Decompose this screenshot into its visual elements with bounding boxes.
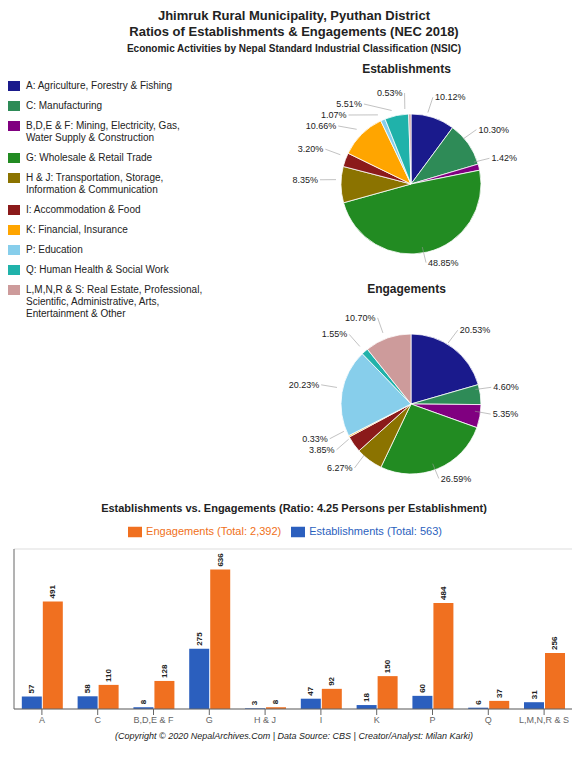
svg-text:48.85%: 48.85% (428, 258, 459, 268)
html-text:C: Manufacturing: C: Manufacturing (26, 100, 103, 111)
html-text:(Copyright © 2020 NepalArchive: (Copyright © 2020 NepalArchives.Com | Da… (115, 731, 473, 741)
svg-text:0.53%: 0.53% (377, 88, 403, 98)
html-text:A: Agriculture, Forestry & Fis: A: Agriculture, Forestry & Fishing (26, 80, 173, 91)
html-text:Establishments (Total: 563): Establishments (Total: 563) (309, 525, 442, 537)
svg-text:20.23%: 20.23% (289, 380, 320, 390)
html-text:Jhimruk Rural Municipality, Py: Jhimruk Rural Municipality, Pyuthan Dist… (129, 8, 459, 39)
svg-text:6: 6 (474, 700, 483, 705)
svg-text:58: 58 (83, 684, 92, 693)
svg-text:1.55%: 1.55% (322, 329, 348, 339)
svg-text:10.30%: 10.30% (478, 125, 509, 135)
svg-text:0.33%: 0.33% (302, 434, 328, 444)
svg-text:A: A (39, 715, 45, 725)
html-text:K: Financial, Insurance: K: Financial, Insurance (26, 224, 128, 235)
svg-text:128: 128 (160, 664, 169, 678)
svg-text:20.53%: 20.53% (460, 325, 491, 335)
svg-text:4.60%: 4.60% (493, 382, 519, 392)
html-text:P: Education: P: Education (26, 244, 83, 255)
svg-text:10.12%: 10.12% (435, 92, 466, 102)
svg-text:110: 110 (104, 668, 113, 681)
svg-text:K: K (374, 715, 380, 725)
svg-text:26.59%: 26.59% (441, 474, 472, 484)
svg-text:Q: Q (485, 715, 492, 725)
html-text:L,M,N,R & S: Real Estate, Prof: L,M,N,R & S: Real Estate, Professional, … (26, 284, 203, 319)
svg-text:8: 8 (272, 699, 281, 704)
svg-text:3: 3 (251, 700, 260, 705)
svg-text:I: I (320, 715, 323, 725)
svg-text:31: 31 (530, 690, 539, 699)
svg-text:18: 18 (362, 693, 371, 702)
svg-text:256: 256 (551, 636, 560, 650)
svg-text:C: C (94, 715, 101, 725)
html-text:Establishments vs. Engagements: Establishments vs. Engagements (Ratio: 4… (101, 502, 487, 514)
svg-text:6.27%: 6.27% (327, 463, 353, 473)
html-text:Q: Human Health & Social Work: Q: Human Health & Social Work (26, 264, 169, 275)
svg-text:92: 92 (327, 676, 336, 685)
html-text:Economic Activities by Nepal S: Economic Activities by Nepal Standard In… (126, 43, 462, 54)
svg-text:G: G (206, 715, 213, 725)
svg-text:636: 636 (216, 553, 225, 567)
svg-text:5.35%: 5.35% (493, 409, 519, 419)
svg-text:H & J: H & J (254, 715, 276, 725)
svg-text:47: 47 (306, 686, 315, 695)
svg-text:10.70%: 10.70% (345, 313, 376, 323)
svg-text:484: 484 (439, 586, 448, 600)
svg-text:37: 37 (495, 688, 504, 697)
svg-text:57: 57 (27, 684, 36, 693)
svg-text:60: 60 (418, 683, 427, 692)
html-text:I: Accommodation & Food: I: Accommodation & Food (26, 204, 141, 215)
svg-text:1.07%: 1.07% (321, 110, 347, 120)
svg-text:8: 8 (139, 699, 148, 704)
svg-text:275: 275 (195, 632, 204, 646)
svg-text:10.66%: 10.66% (306, 121, 337, 131)
svg-text:5.51%: 5.51% (336, 99, 362, 109)
html-text:G: Wholesale & Retail Trade: G: Wholesale & Retail Trade (26, 152, 153, 163)
svg-text:491: 491 (48, 584, 57, 598)
svg-text:P: P (429, 715, 435, 725)
svg-text:8.35%: 8.35% (292, 175, 318, 185)
html-text:Establishments: Establishments (362, 62, 451, 76)
html-text:H & J: Transportation, Storage: H & J: Transportation, Storage, Informat… (26, 172, 164, 195)
html-text:Engagements (Total: 2,392): Engagements (Total: 2,392) (146, 525, 282, 537)
html-text:B,D,E & F: Mining, Electricity: B,D,E & F: Mining, Electricity, Gas, Wat… (26, 120, 180, 143)
svg-text:1.42%: 1.42% (491, 153, 517, 163)
svg-text:3.85%: 3.85% (309, 445, 335, 455)
html-text:Engagements: Engagements (367, 282, 446, 296)
svg-text:150: 150 (383, 659, 392, 673)
svg-text:B,D,E & F: B,D,E & F (133, 715, 174, 725)
svg-text:L,M,N,R & S: L,M,N,R & S (519, 715, 569, 725)
svg-text:3.20%: 3.20% (298, 144, 324, 154)
